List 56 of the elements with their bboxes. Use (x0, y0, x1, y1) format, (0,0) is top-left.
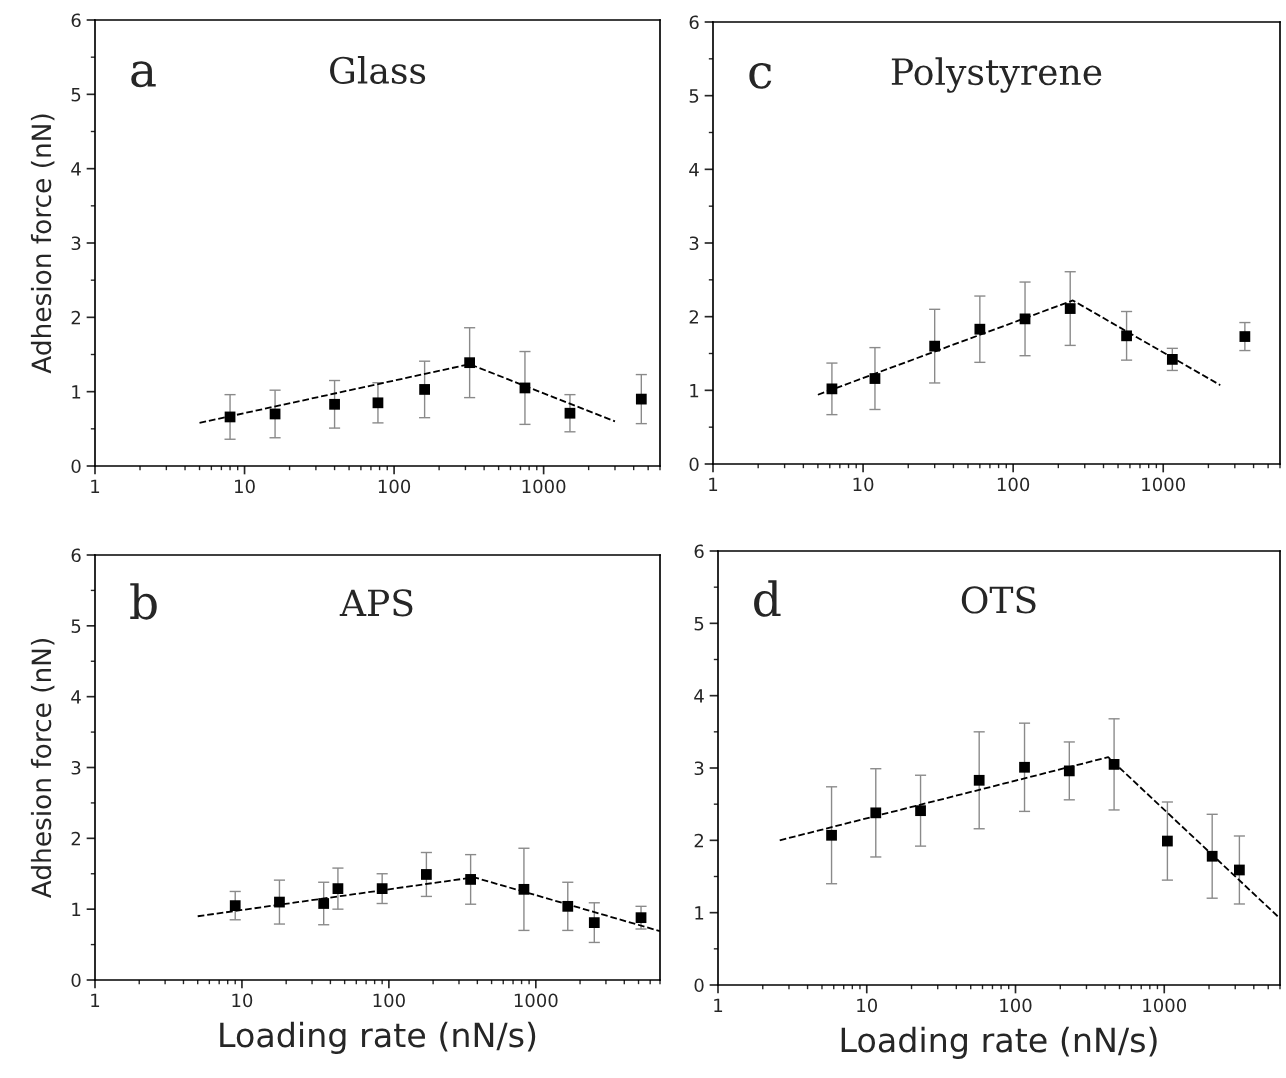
x-tick-label: 10 (232, 993, 253, 1008)
x-tick-label: 100 (997, 477, 1030, 492)
y-axis-title: Adhesion force (nN) (30, 639, 55, 899)
x-tick-label: 100 (378, 479, 411, 494)
y-tick-label: 1 (72, 902, 81, 917)
x-tick-label: 100 (373, 993, 405, 1008)
y-tick-label: 6 (71, 13, 81, 28)
y-tick-label: 2 (694, 833, 703, 848)
x-tick-label: 10 (853, 477, 874, 492)
y-tick-label: 5 (71, 88, 81, 102)
x-tick-label: 1 (709, 477, 718, 491)
x-axis-title: Loading rate (nN/s) (841, 1026, 1157, 1060)
y-tick-label: 0 (71, 459, 81, 474)
y-tick-label: 0 (689, 457, 699, 472)
y-tick-label: 3 (689, 236, 699, 251)
y-tick-label: 3 (694, 761, 704, 776)
y-tick-label: 4 (694, 689, 704, 703)
x-tick-label: 1000 (522, 479, 566, 494)
y-tick-label: 6 (694, 544, 704, 559)
annotation: c (749, 62, 772, 89)
y-tick-label: 0 (71, 973, 81, 988)
x-tick-label: 1000 (514, 993, 558, 1008)
annotation: d (754, 580, 781, 617)
y-tick-label: 0 (694, 978, 704, 993)
y-tick-label: 3 (71, 760, 81, 775)
y-tick-label: 2 (689, 310, 698, 324)
x-tick-label: 1000 (1142, 477, 1185, 492)
annotation: a (131, 61, 156, 88)
text: OTS (961, 586, 1036, 614)
annotation: b (130, 583, 157, 620)
y-tick-label: 1 (695, 906, 704, 920)
x-tick-label: 10 (235, 479, 255, 494)
x-axis-title: Loading rate (nN/s) (220, 1021, 536, 1055)
y-tick-label: 5 (694, 617, 704, 631)
y-tick-label: 4 (689, 163, 699, 177)
y-tick-label: 6 (689, 15, 699, 30)
y-tick-label: 3 (71, 236, 81, 251)
y-tick-label: 2 (71, 831, 80, 846)
x-tick-label: 1 (714, 998, 723, 1012)
y-axis-title: Adhesion force (nN) (30, 114, 55, 374)
x-tick-label: 1 (91, 479, 100, 493)
x-tick-label: 1 (91, 993, 100, 1007)
text: Polystyrene (891, 57, 1102, 93)
y-tick-label: 2 (71, 310, 80, 325)
y-tick-label: 4 (71, 162, 81, 176)
y-tick-label: 5 (71, 619, 81, 633)
y-tick-label: 1 (690, 384, 699, 398)
y-tick-label: 1 (72, 385, 81, 399)
x-tick-label: 10 (857, 998, 878, 1013)
y-tick-label: 5 (689, 89, 699, 103)
text: Glass (330, 56, 426, 84)
y-tick-label: 4 (71, 690, 81, 704)
x-tick-label: 100 (1000, 998, 1032, 1013)
x-tick-label: 1000 (1143, 998, 1187, 1013)
text: APS (339, 589, 413, 617)
y-tick-label: 6 (71, 548, 81, 563)
